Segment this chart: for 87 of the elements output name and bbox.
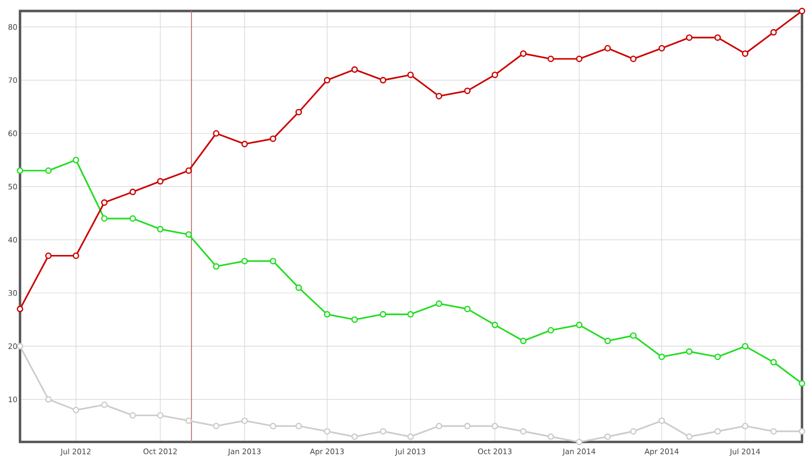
point (464, 422, 471, 430)
point (464, 306, 471, 312)
point (185, 231, 192, 238)
point (130, 215, 136, 222)
point (658, 354, 665, 360)
point (45, 252, 52, 260)
point (798, 8, 806, 14)
point (464, 88, 471, 94)
point (520, 338, 527, 344)
point (212, 422, 220, 430)
point (72, 406, 80, 414)
point (770, 29, 777, 36)
point (492, 422, 498, 430)
point (630, 56, 637, 62)
point (16, 342, 24, 350)
point (45, 396, 52, 403)
point (101, 215, 108, 222)
point (548, 56, 554, 62)
point (72, 156, 80, 164)
point (185, 167, 192, 174)
point (742, 50, 748, 57)
point (576, 438, 582, 446)
point (742, 422, 748, 430)
point (520, 50, 527, 57)
point (492, 72, 498, 78)
point (241, 417, 248, 424)
point (798, 428, 806, 435)
point (798, 380, 806, 387)
point (380, 76, 386, 84)
point (407, 72, 414, 78)
point (576, 56, 582, 62)
point (742, 342, 748, 350)
point (185, 417, 192, 424)
point (101, 401, 108, 408)
point (714, 428, 721, 435)
point (658, 417, 665, 424)
point (157, 412, 164, 419)
point (520, 428, 527, 435)
point (351, 66, 358, 73)
point (630, 332, 637, 339)
point (380, 428, 386, 435)
point (130, 412, 136, 419)
point (351, 316, 358, 323)
point (295, 284, 302, 291)
point (604, 433, 611, 440)
point (16, 167, 24, 174)
point (686, 34, 692, 41)
point (407, 311, 414, 318)
point (714, 34, 721, 41)
point (130, 188, 136, 196)
point (436, 422, 442, 430)
point (658, 44, 665, 52)
point (686, 433, 692, 440)
point (770, 358, 777, 366)
point (351, 433, 358, 440)
point (407, 433, 414, 440)
point (576, 322, 582, 328)
point (630, 428, 637, 435)
point (436, 92, 442, 100)
point (604, 338, 611, 344)
point (270, 258, 276, 264)
point (212, 263, 220, 270)
point (324, 428, 330, 435)
point (295, 422, 302, 430)
point (157, 226, 164, 232)
point (212, 130, 220, 137)
point (380, 311, 386, 318)
point (16, 306, 24, 312)
point (157, 178, 164, 185)
point (270, 135, 276, 142)
point (270, 422, 276, 430)
point (492, 322, 498, 328)
point (72, 252, 80, 260)
point (324, 311, 330, 318)
point (101, 199, 108, 206)
point (714, 354, 721, 360)
point (604, 44, 611, 52)
point (770, 428, 777, 435)
point (324, 76, 330, 84)
point (295, 108, 302, 116)
point (548, 433, 554, 440)
point (241, 258, 248, 264)
point (241, 140, 248, 148)
point (548, 327, 554, 334)
point (45, 167, 52, 174)
point (436, 300, 442, 307)
point (686, 348, 692, 355)
